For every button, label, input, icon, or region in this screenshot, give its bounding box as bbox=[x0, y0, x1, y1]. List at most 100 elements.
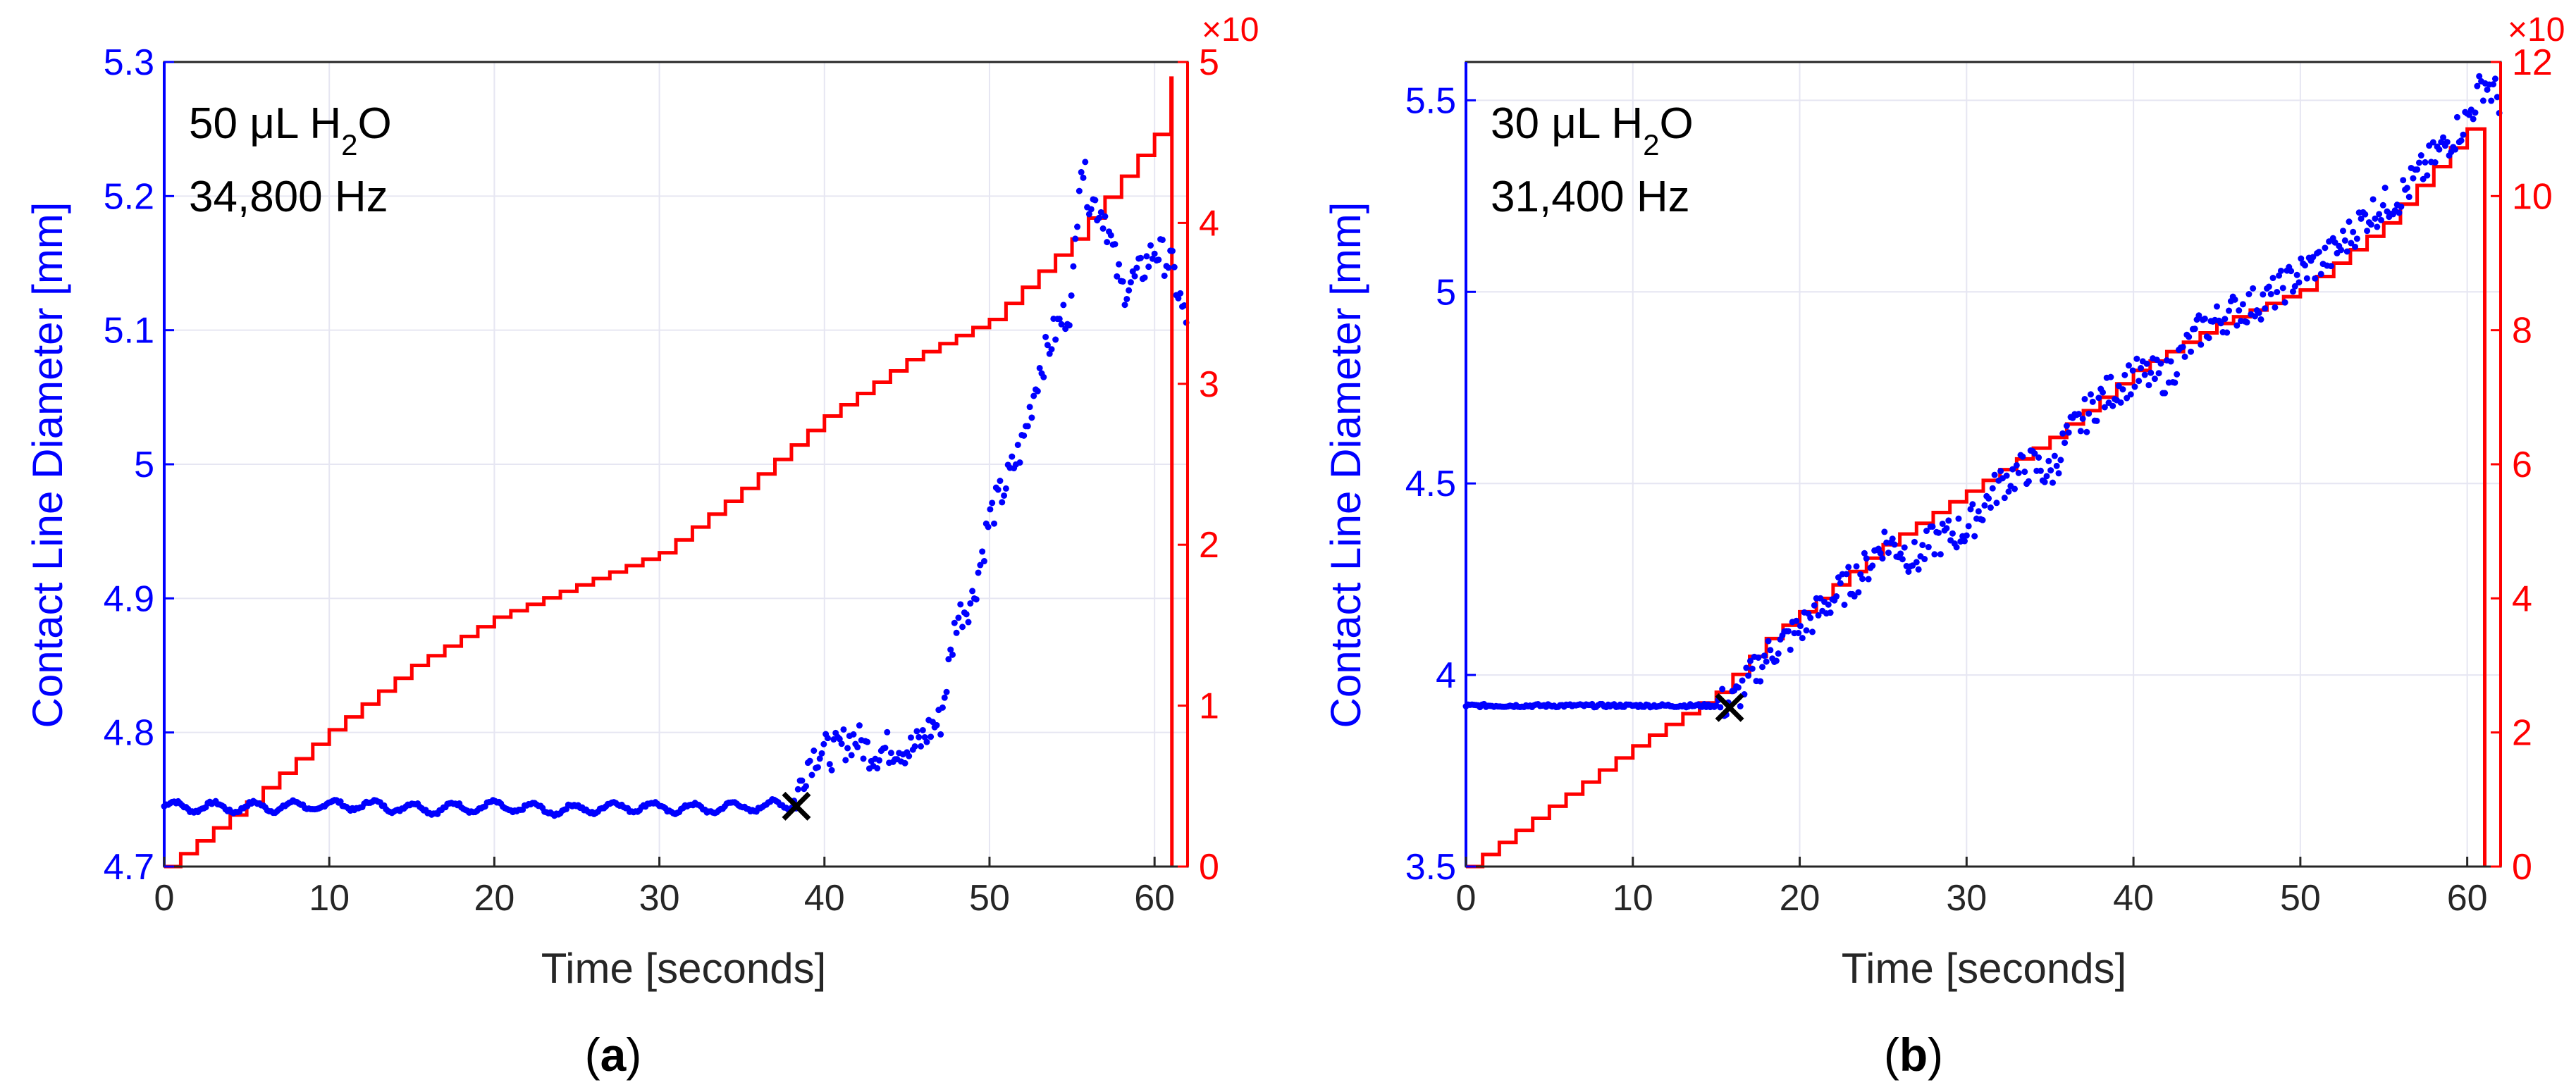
diameter-point bbox=[2453, 113, 2460, 120]
diameter-point bbox=[1953, 544, 1960, 551]
diameter-point bbox=[2429, 139, 2436, 146]
diameter-point bbox=[2025, 478, 2032, 485]
diameter-point bbox=[1855, 589, 1862, 596]
diameter-point bbox=[2422, 159, 2429, 166]
diameter-point bbox=[1811, 602, 1818, 609]
diameter-point bbox=[1799, 635, 1806, 642]
diameter-point bbox=[1971, 533, 1978, 540]
diameter-point bbox=[1865, 576, 1872, 583]
diameter-point bbox=[1987, 504, 1994, 511]
diameter-point bbox=[2398, 203, 2405, 210]
left-tick-label: 4 bbox=[1436, 655, 1456, 696]
diameter-point bbox=[2079, 415, 2086, 422]
diameter-point bbox=[1891, 541, 1898, 548]
diameter-point bbox=[1841, 602, 1848, 609]
diameter-point bbox=[1014, 441, 1021, 448]
diameter-point bbox=[2274, 289, 2281, 296]
diameter-point bbox=[2041, 478, 2048, 485]
diameter-point bbox=[2001, 495, 2008, 502]
diameter-point bbox=[2277, 267, 2284, 274]
diameter-point bbox=[991, 520, 998, 527]
diameter-point bbox=[1087, 206, 1095, 213]
diameter-point bbox=[2490, 81, 2497, 88]
diameter-point bbox=[2127, 391, 2134, 398]
x-tick-label: 20 bbox=[474, 878, 514, 919]
diameter-point bbox=[1171, 263, 1178, 271]
diameter-point bbox=[2269, 275, 2276, 282]
diameter-point bbox=[2236, 307, 2243, 314]
diameter-point bbox=[2322, 244, 2329, 252]
diameter-point bbox=[818, 750, 825, 757]
diameter-point bbox=[2267, 290, 2274, 297]
diameter-point bbox=[2055, 470, 2062, 477]
diameter-point bbox=[1929, 523, 1936, 530]
diameter-point bbox=[2312, 275, 2319, 282]
diameter-point bbox=[2272, 304, 2279, 311]
diameter-point bbox=[1759, 664, 1766, 671]
diameter-point bbox=[2405, 194, 2412, 201]
diameter-point bbox=[794, 786, 801, 793]
diameter-point bbox=[2443, 139, 2451, 146]
diameter-point bbox=[1853, 563, 1860, 570]
panel-caption-b: (b) bbox=[1884, 1029, 1943, 1081]
diameter-point bbox=[2043, 473, 2050, 480]
diameter-point bbox=[884, 728, 891, 736]
diameter-point bbox=[2298, 255, 2305, 262]
diameter-point bbox=[2205, 335, 2212, 342]
diameter-point bbox=[1827, 609, 1834, 616]
diameter-point bbox=[2281, 299, 2288, 306]
diameter-point bbox=[1048, 346, 1055, 353]
diameter-point bbox=[1945, 517, 1952, 524]
right-tick-label: 5 bbox=[1199, 42, 1219, 83]
diameter-point bbox=[2327, 263, 2334, 270]
diameter-point bbox=[1809, 628, 1816, 635]
diameter-point bbox=[1785, 628, 1792, 635]
diameter-point bbox=[2083, 428, 2090, 435]
diameter-point bbox=[2432, 159, 2439, 166]
frequency-label-b: 31,400 Hz bbox=[1491, 173, 1690, 221]
diameter-point bbox=[1058, 321, 1065, 328]
right-tick-labels-a: 0 1 2 3 4 5 bbox=[1178, 42, 1219, 888]
diameter-point bbox=[1749, 665, 1756, 672]
diameter-point bbox=[969, 588, 976, 595]
left-tick-label: 4.7 bbox=[104, 847, 154, 888]
diameter-point bbox=[2143, 360, 2150, 367]
diameter-point bbox=[1993, 500, 2000, 507]
diameter-point bbox=[1026, 404, 1033, 411]
diameter-point bbox=[1116, 261, 1123, 268]
diameter-point bbox=[943, 688, 950, 695]
diameter-point bbox=[2350, 228, 2357, 235]
diameter-point bbox=[1734, 684, 1742, 691]
diameter-point bbox=[918, 743, 925, 750]
diameter-point bbox=[1151, 250, 1158, 257]
diameter-point bbox=[2410, 175, 2417, 182]
diameter-point bbox=[2377, 216, 2384, 223]
x-tick-label: 40 bbox=[2113, 878, 2154, 919]
diameter-point bbox=[1861, 550, 1868, 557]
diameter-point bbox=[1066, 322, 1073, 329]
diameter-point bbox=[2288, 268, 2295, 275]
diameter-point bbox=[2089, 398, 2096, 405]
diameter-point bbox=[1981, 502, 1988, 509]
diameter-point bbox=[2051, 452, 2058, 459]
diameter-point bbox=[1985, 495, 1992, 502]
diameter-point bbox=[2087, 391, 2094, 398]
diameter-point bbox=[2289, 288, 2296, 295]
diameter-point bbox=[911, 743, 918, 750]
diameter-point bbox=[1765, 638, 1772, 645]
diameter-point bbox=[1076, 187, 1083, 194]
diameter-point bbox=[2494, 94, 2501, 101]
diameter-point bbox=[2151, 376, 2158, 383]
diameter-point bbox=[919, 726, 926, 733]
diameter-point bbox=[1126, 287, 1133, 294]
diameter-point bbox=[967, 600, 974, 607]
diameter-point bbox=[1925, 544, 1932, 551]
diameter-point bbox=[963, 611, 970, 618]
diameter-point bbox=[2045, 457, 2052, 464]
diameter-point bbox=[826, 761, 833, 768]
diameter-point bbox=[1097, 209, 1104, 216]
diameter-point bbox=[1889, 535, 1896, 542]
diameter-point bbox=[1056, 316, 1063, 323]
diameter-point bbox=[2167, 358, 2174, 365]
